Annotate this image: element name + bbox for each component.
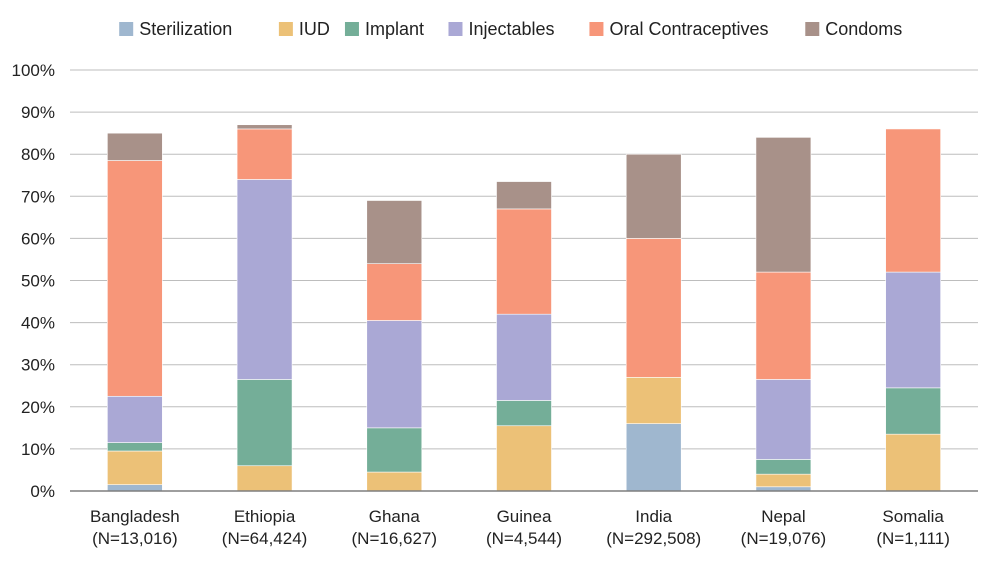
x-axis: Bangladesh (N=13,016) Ethiopia (N=64,424) Gh…	[70, 490, 978, 548]
bar-segment-iud	[755, 473, 812, 488]
y-tick-label: 90%	[21, 103, 55, 122]
legend-swatch	[278, 22, 293, 36]
legend-label: Injectables	[468, 19, 554, 39]
x-category-n-label: (N=4,544)	[486, 529, 562, 548]
bars	[107, 124, 941, 492]
x-category-n-label: (N=19,076)	[741, 529, 827, 548]
bar-segment-implant	[107, 442, 163, 452]
y-tick-label: 30%	[21, 356, 55, 375]
x-category-label: Bangladesh	[90, 507, 180, 526]
x-category-label: Ghana	[369, 507, 421, 526]
legend-label: Condoms	[825, 19, 902, 39]
bar-segment-condoms	[496, 181, 552, 210]
bar-segment-oral-contraceptives	[885, 128, 941, 273]
bar-segment-injectables	[496, 313, 552, 401]
bar-segment-iud	[625, 377, 682, 424]
bar-segment-oral-contraceptives	[496, 208, 552, 315]
bar-segment-injectables	[755, 379, 812, 460]
x-category-label: India	[635, 507, 672, 526]
legend-label: Implant	[365, 19, 424, 39]
bar-segment-implant	[366, 427, 423, 473]
y-tick-label: 20%	[21, 398, 55, 417]
x-category-label: Guinea	[497, 507, 552, 526]
x-category-n-label: (N=13,016)	[92, 529, 178, 548]
bar-segment-sterilization	[625, 423, 682, 492]
y-tick-label: 50%	[21, 272, 55, 291]
legend-label: Oral Contraceptives	[609, 19, 768, 39]
bar-segment-iud	[885, 433, 941, 492]
x-category-label: Somalia	[882, 507, 944, 526]
x-category-label: Ethiopia	[234, 507, 296, 526]
y-tick-label: 70%	[21, 187, 55, 206]
bar-segment-condoms	[625, 153, 682, 239]
bar-segment-oral-contraceptives	[625, 238, 682, 378]
bar-segment-iud	[496, 425, 552, 492]
legend-swatch	[344, 22, 359, 36]
bar-segment-condoms	[755, 137, 812, 273]
y-tick-label: 40%	[21, 314, 55, 333]
bar-segment-implant	[755, 459, 812, 475]
bar-segment-oral-contraceptives	[755, 271, 812, 380]
legend-swatch	[448, 22, 463, 36]
bar-segment-oral-contraceptives	[366, 263, 423, 321]
bar-segment-implant	[496, 400, 552, 427]
y-tick-label: 80%	[21, 145, 55, 164]
legend-swatch	[589, 22, 604, 36]
bar-segment-implant	[236, 379, 293, 467]
y-tick-label: 0%	[30, 482, 55, 501]
bar-segment-iud	[366, 471, 423, 492]
y-tick-label: 100%	[12, 61, 55, 80]
bar-segment-injectables	[366, 320, 423, 429]
bar-segment-injectables	[236, 179, 293, 380]
x-category-n-label: (N=292,508)	[606, 529, 701, 548]
bar-segment-iud	[107, 450, 163, 485]
y-axis: 0% 10% 20% 30% 40% 50% 60% 70% 80% 90% 100%	[12, 61, 55, 501]
bar-segment-condoms	[107, 132, 163, 161]
legend-label: IUD	[299, 19, 330, 39]
legend-label: Sterilization	[139, 19, 232, 39]
bar-segment-condoms	[236, 124, 293, 130]
y-tick-label: 60%	[21, 229, 55, 248]
x-category-n-label: (N=64,424)	[222, 529, 308, 548]
legend: Sterilization IUD Implant Injectables Oral C…	[119, 19, 902, 39]
y-tick-label: 10%	[21, 440, 55, 459]
bar-segment-implant	[885, 387, 941, 435]
x-category-label: Nepal	[761, 507, 805, 526]
legend-swatch	[805, 22, 820, 36]
bar-segment-iud	[236, 465, 293, 492]
bar-segment-injectables	[885, 271, 941, 389]
bar-segment-condoms	[366, 200, 423, 264]
bar-segment-oral-contraceptives	[236, 128, 293, 180]
x-category-n-label: (N=1,111)	[876, 529, 950, 548]
x-category-n-label: (N=16,627)	[352, 529, 438, 548]
bar-segment-injectables	[107, 395, 163, 443]
legend-swatch	[119, 22, 134, 36]
bar-segment-sterilization	[107, 484, 163, 492]
bar-segment-oral-contraceptives	[107, 160, 163, 397]
